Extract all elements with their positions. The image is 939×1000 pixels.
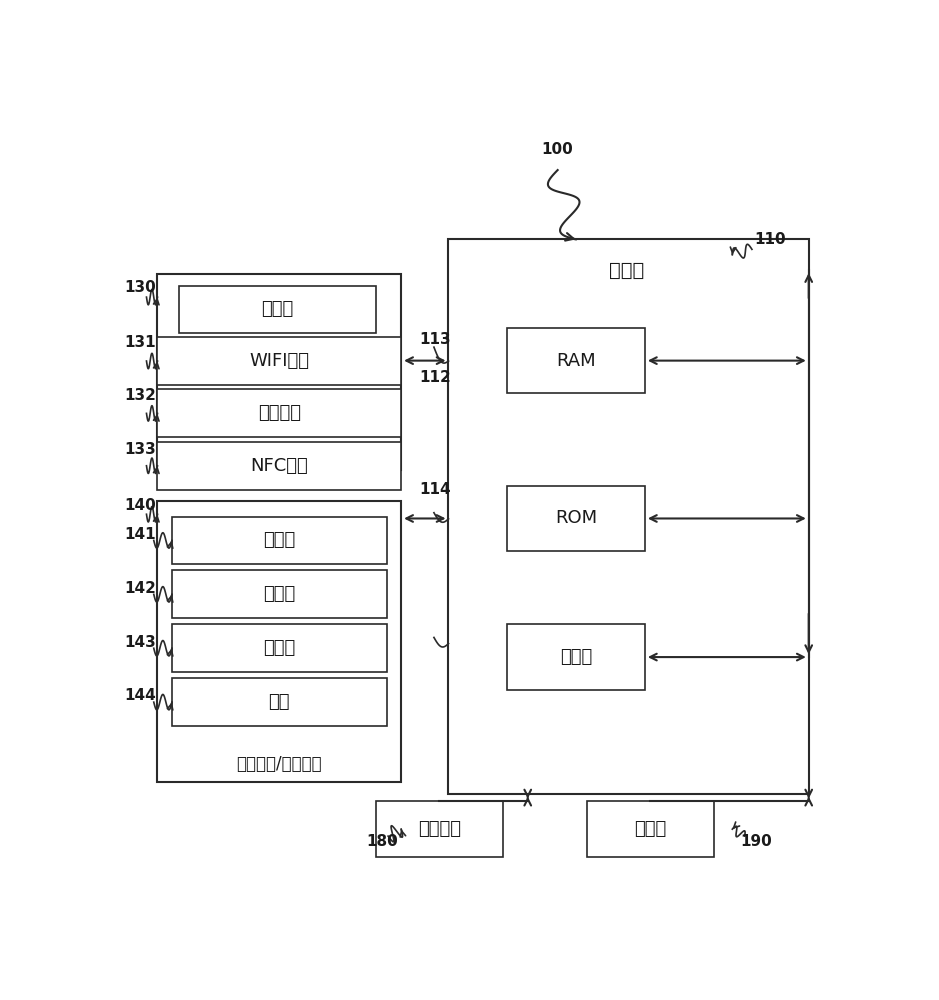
Text: 113: 113 [420,332,451,347]
Bar [158,501,401,782]
Text: 控制器: 控制器 [609,261,644,280]
Bar [587,801,715,857]
Text: 供电电源: 供电电源 [418,820,461,838]
Text: 110: 110 [754,232,786,247]
Text: 131: 131 [125,335,156,350]
Text: 141: 141 [125,527,156,542]
Text: 触摸板: 触摸板 [263,585,296,603]
Bar [507,328,645,393]
Text: 130: 130 [125,280,157,295]
Text: 传感器: 传感器 [263,639,296,657]
Bar [449,239,808,794]
Text: 处理器: 处理器 [560,648,592,666]
Bar [158,274,401,470]
Text: WIFI模块: WIFI模块 [249,352,309,370]
Text: 133: 133 [125,442,157,457]
Text: 蓝牙模块: 蓝牙模块 [258,404,300,422]
Text: RAM: RAM [556,352,595,370]
Text: 112: 112 [420,370,451,385]
Text: 190: 190 [740,834,772,849]
Bar [158,389,401,437]
Text: 140: 140 [125,497,157,512]
Bar [158,442,401,490]
Bar [179,286,376,333]
Bar [507,486,645,551]
Text: ROM: ROM [555,509,597,527]
Text: 用户输入/输出接口: 用户输入/输出接口 [237,755,322,773]
Text: 180: 180 [366,834,398,849]
Text: 存储器: 存储器 [635,820,667,838]
Bar [376,801,503,857]
Bar [172,517,387,564]
Text: 100: 100 [542,142,574,157]
Text: 142: 142 [125,581,157,596]
Bar [172,624,387,672]
Bar [158,337,401,385]
Text: 143: 143 [125,635,157,650]
Text: 144: 144 [125,688,157,703]
Bar [172,570,387,618]
Text: 麦克风: 麦克风 [263,531,296,549]
Text: 按键: 按键 [269,693,290,711]
Text: 通信器: 通信器 [261,300,294,318]
Bar [172,678,387,726]
Text: NFC模块: NFC模块 [251,457,308,475]
Text: 132: 132 [125,388,157,403]
Text: 114: 114 [420,482,451,497]
Bar [507,624,645,690]
